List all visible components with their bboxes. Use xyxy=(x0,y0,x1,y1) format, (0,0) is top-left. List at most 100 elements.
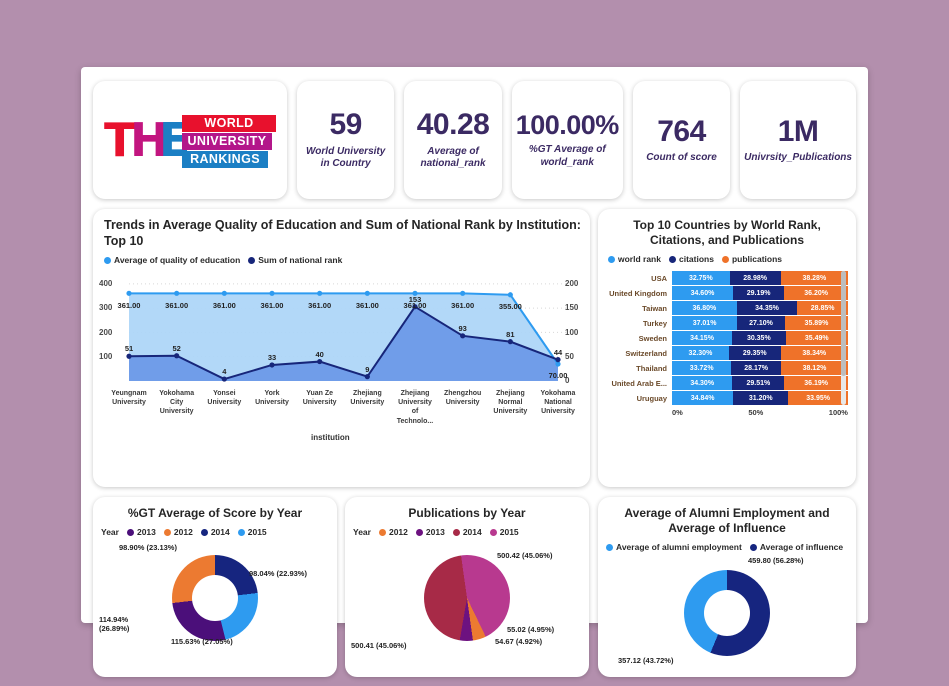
bar-row[interactable]: Taiwan 36.80% 34.35% 28.85% xyxy=(604,301,848,315)
bar-row[interactable]: Turkey 37.01% 27.10% 35.89% xyxy=(604,316,849,330)
data-label-national-rank: 40 xyxy=(315,349,324,359)
bar-segment-citations[interactable]: 30.35% xyxy=(732,331,786,345)
legend-item[interactable]: publications xyxy=(721,254,782,264)
chart-legend: Average of quality of education Sum of na… xyxy=(93,249,590,265)
bar-segment-world-rank[interactable]: 34.30% xyxy=(672,376,733,390)
bar-segment-citations[interactable]: 29.51% xyxy=(732,376,785,390)
data-label-national-rank: 153 xyxy=(408,294,422,304)
legend-item[interactable]: 2012 xyxy=(378,527,408,537)
pie-slice-label: 98.90% (23.13%) xyxy=(119,543,177,552)
kpi-card-university-publications[interactable]: 1M Univrsity_Publications xyxy=(740,81,856,199)
kpi-card-logo[interactable]: T H E WORLD UNIVERSITY RANKINGS xyxy=(93,81,287,199)
bar-segment-publications[interactable]: 33.95% xyxy=(788,391,849,405)
bar-row[interactable]: United Kingdom 34.60% 29.19% 36.20% xyxy=(604,286,848,300)
pie-slice-label: 357.12 (43.72%) xyxy=(618,656,674,665)
bar-segment-publications[interactable]: 38.12% xyxy=(780,361,848,375)
bar-segment-citations[interactable]: 27.10% xyxy=(737,316,785,330)
panel-title: Publications by Year xyxy=(408,506,526,520)
legend-item[interactable]: Average of alumni employment xyxy=(606,542,742,552)
legend-swatch-icon xyxy=(378,528,386,536)
legend-swatch-icon xyxy=(452,528,460,536)
bar-segment-publications[interactable]: 38.34% xyxy=(780,346,848,360)
kpi-card-average-national-rank[interactable]: 40.28 Average of national_rank xyxy=(404,81,502,199)
bar-row[interactable]: Thailand 33.72% 28.17% 38.12% xyxy=(604,361,848,375)
bar-segment-world-rank[interactable]: 32.30% xyxy=(672,346,729,360)
vertical-scrollbar[interactable] xyxy=(841,271,846,405)
bar-segment-publications[interactable]: 36.19% xyxy=(784,376,848,390)
bar-segment-citations[interactable]: 34.35% xyxy=(736,301,798,315)
legend-swatch-icon xyxy=(668,255,676,263)
bar-row[interactable]: Switzerland 32.30% 29.35% 38.34% xyxy=(604,346,848,360)
bar-segment-citations[interactable]: 29.35% xyxy=(728,346,781,360)
bar-segment-publications[interactable]: 35.89% xyxy=(784,316,849,330)
legend-item[interactable]: Average of quality of education xyxy=(104,255,240,265)
bar-row[interactable]: USA 32.75% 28.98% 38.28% xyxy=(604,271,848,285)
bar-row[interactable]: Uruguay 34.84% 31.20% 33.95% xyxy=(604,391,849,405)
logo-letter-h: H xyxy=(130,113,168,167)
bar-category-label: Taiwan xyxy=(642,303,667,313)
bar-segment-world-rank[interactable]: 34.15% xyxy=(672,331,733,345)
legend-item[interactable]: 2012 xyxy=(163,527,193,537)
bar-segment-world-rank[interactable]: 34.60% xyxy=(672,286,733,300)
panel-alumni-influence-chart[interactable]: Average of Alumni Employment and Average… xyxy=(598,497,856,677)
kpi-card-gt-average-world-rank[interactable]: 100.00% %GT Average of world_rank xyxy=(511,81,623,199)
donut-hole xyxy=(704,590,750,636)
legend-label: 2014 xyxy=(210,527,230,537)
bar-segment-publications[interactable]: 28.85% xyxy=(797,301,848,315)
bar-segment-citations[interactable]: 28.17% xyxy=(731,361,781,375)
kpi-label: World University in Country xyxy=(306,146,385,171)
kpi-label-line2: world_rank xyxy=(540,156,594,168)
legend-item[interactable]: Average of influence xyxy=(749,542,843,552)
bar-segment-citations[interactable]: 28.98% xyxy=(729,271,781,285)
legend-item[interactable]: world rank xyxy=(608,254,661,264)
data-label-quality: 361.00 xyxy=(308,300,332,310)
bar-segment-world-rank[interactable]: 36.80% xyxy=(672,301,737,315)
pie-slice-label: 98.04% (22.93%) xyxy=(249,569,307,578)
bar-segment-world-rank[interactable]: 33.72% xyxy=(672,361,732,375)
publications-pie-chart[interactable] xyxy=(424,555,510,641)
bar-segment-citations[interactable]: 31.20% xyxy=(733,391,789,405)
panel-score-by-year-chart[interactable]: %GT Average of Score by Year Year 2013 20… xyxy=(93,497,337,677)
legend-item[interactable]: 2015 xyxy=(489,527,519,537)
legend-item[interactable]: 2013 xyxy=(126,527,156,537)
pie-slice-label: 500.41 (45.06%) xyxy=(351,641,407,650)
x-axis-tick: 100% xyxy=(828,408,848,417)
legend-swatch-icon xyxy=(248,256,256,264)
logo-bar-university: UNIVERSITY xyxy=(182,133,272,150)
legend-item[interactable]: Sum of national rank xyxy=(248,255,342,265)
panel-publications-by-year-chart[interactable]: Publications by Year Year 2012 2013 2014 20… xyxy=(345,497,589,677)
kpi-card-count-of-score[interactable]: 764 Count of score xyxy=(632,81,731,199)
panel-countries-chart[interactable]: Top 10 Countries by World Rank, Citation… xyxy=(598,209,856,487)
data-label-national-rank: 9 xyxy=(365,364,370,374)
panel-title: Trends in Average Quality of Education a… xyxy=(104,218,581,248)
trends-plot-area: 100 200 300 400 0 50 100 150 200 361.00 361.00 361.… xyxy=(93,265,590,453)
bar-segment-world-rank[interactable]: 34.84% xyxy=(672,391,734,405)
chart-legend: world rank citations publications xyxy=(598,248,856,264)
bar-category-label: USA xyxy=(651,273,667,283)
bar-segment-publications[interactable]: 38.28% xyxy=(780,271,848,285)
legend-item[interactable]: 2015 xyxy=(237,527,267,537)
bar-segment-publications[interactable]: 36.20% xyxy=(784,286,848,300)
bar-track: 36.80% 34.35% 28.85% xyxy=(672,301,848,315)
x-axis-category-label: Yokohama City University xyxy=(159,390,195,416)
bar-segment-world-rank[interactable]: 37.01% xyxy=(672,316,738,330)
kpi-label-line1: Count of score xyxy=(646,152,717,163)
legend-item[interactable]: 2014 xyxy=(200,527,230,537)
legend-swatch-icon xyxy=(126,528,134,536)
bar-segment-citations[interactable]: 29.19% xyxy=(732,286,785,300)
bar-segment-world-rank[interactable]: 32.75% xyxy=(672,271,730,285)
legend-item[interactable]: 2014 xyxy=(452,527,482,537)
legend-item[interactable]: 2013 xyxy=(415,527,445,537)
bar-row[interactable]: Sweden 34.15% 30.35% 35.49% xyxy=(604,331,848,345)
panel-trends-chart[interactable]: Trends in Average Quality of Education a… xyxy=(93,209,590,487)
bar-segment-publications[interactable]: 35.49% xyxy=(785,331,848,345)
bar-row[interactable]: United Arab E... 34.30% 29.51% 36.19% xyxy=(604,376,848,390)
legend-label: world rank xyxy=(618,254,661,264)
bar-category-label: Thailand xyxy=(636,363,667,373)
legend-label: Sum of national rank xyxy=(258,255,343,266)
x-axis-category-label: Yokohama National University xyxy=(540,390,576,416)
legend-item[interactable]: citations xyxy=(668,254,714,264)
kpi-label-line2: national_rank xyxy=(420,158,486,170)
x-axis-category-label: Zhejiang University xyxy=(350,390,385,407)
kpi-card-world-university-in-country[interactable]: 59 World University in Country xyxy=(297,81,395,199)
